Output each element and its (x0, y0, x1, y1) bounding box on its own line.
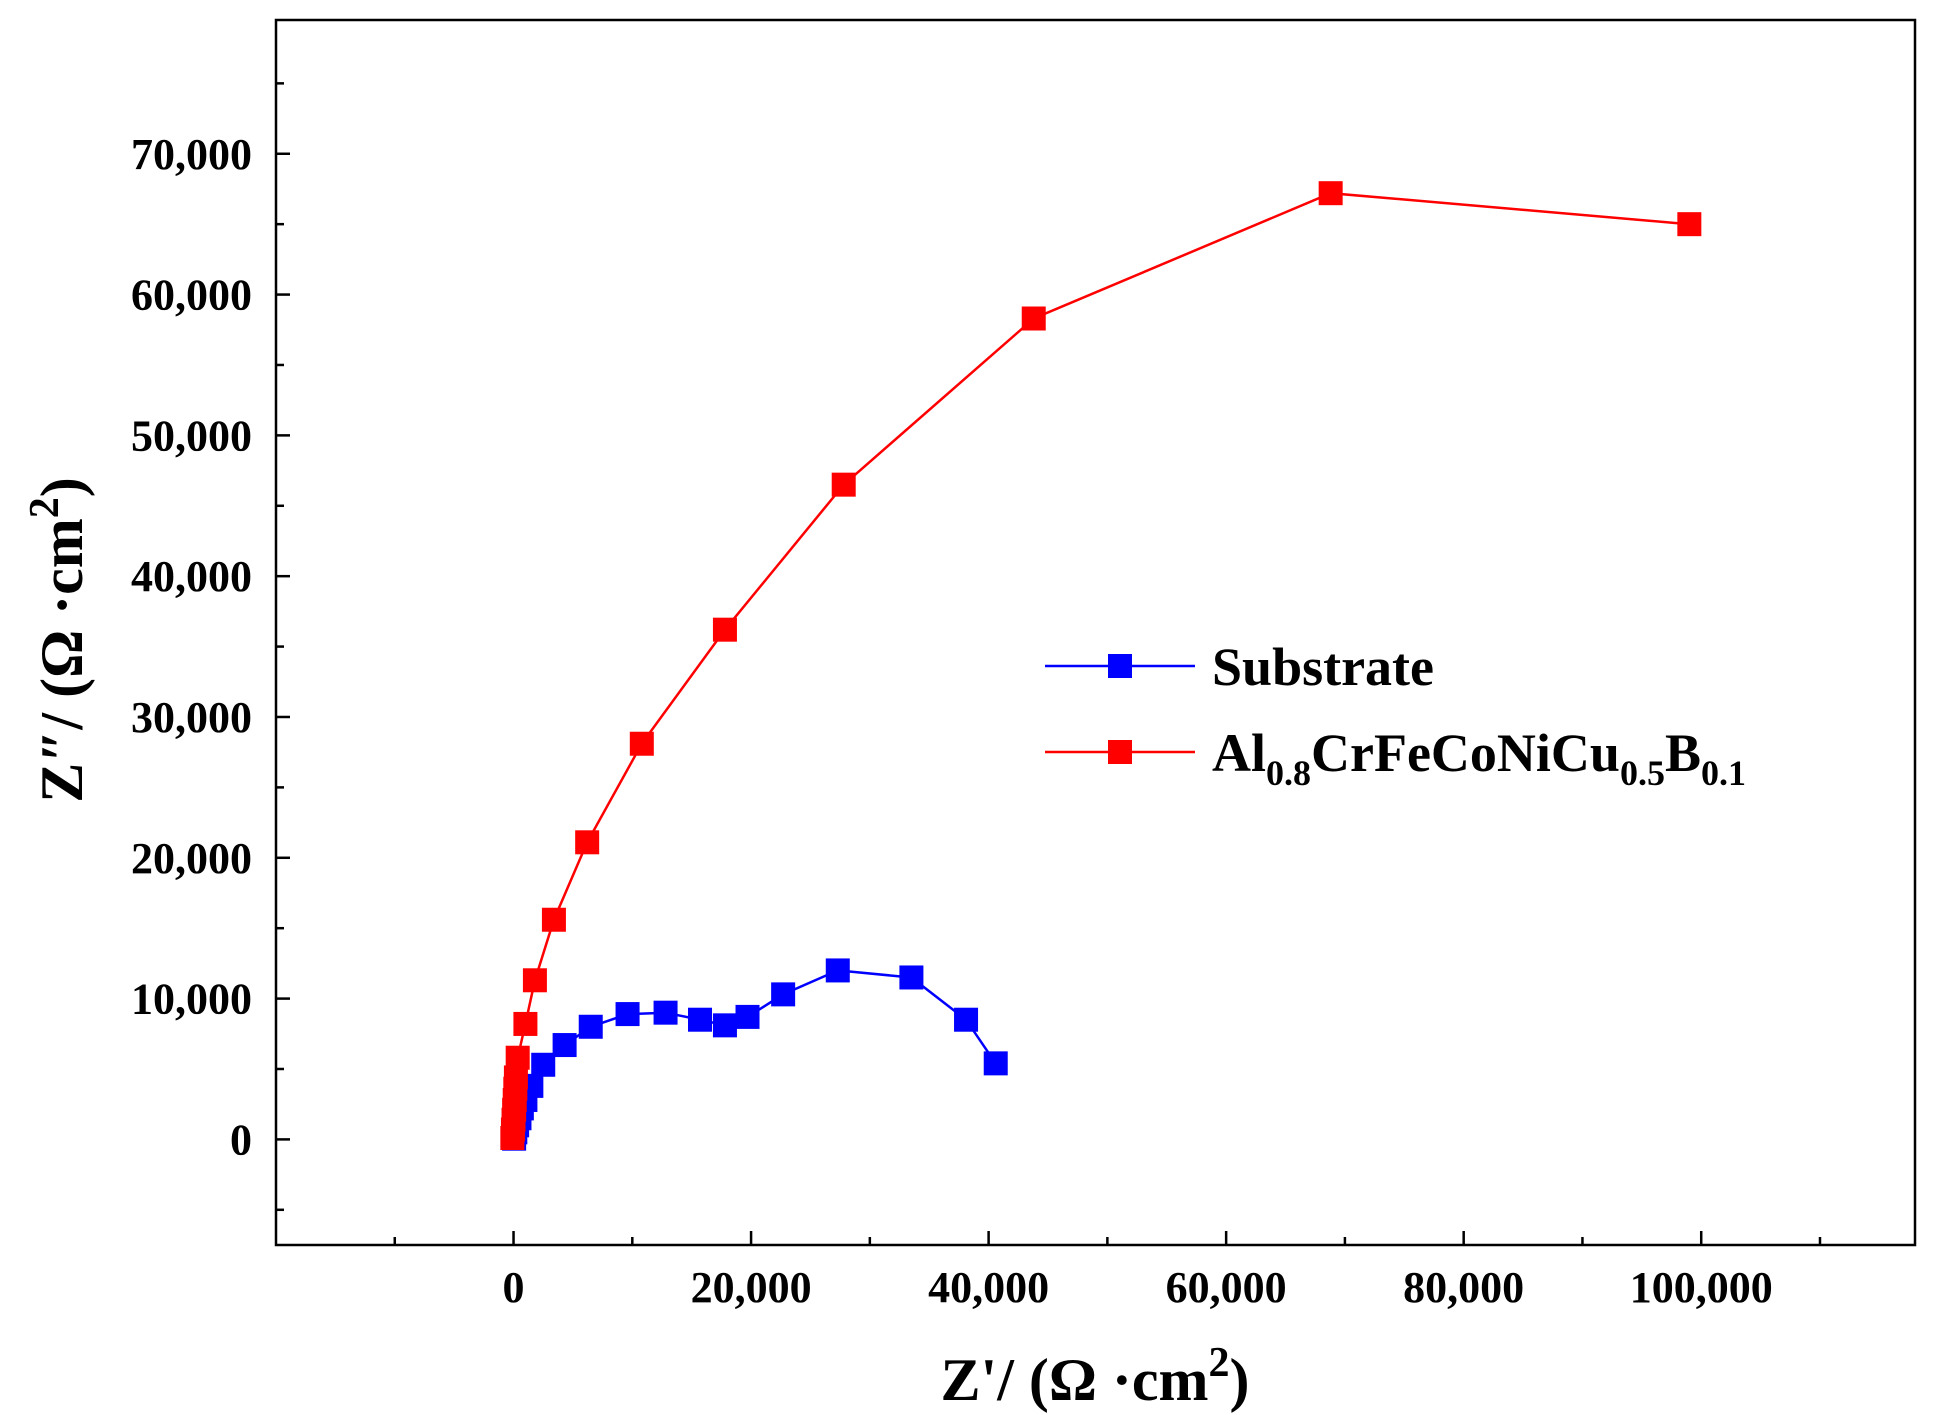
data-point (629, 731, 654, 756)
y-axis-title: Z″/ (Ω ·cm2) (22, 477, 95, 802)
y-tick-labels: 0 10,000 20,000 30,000 40,000 50,000 60,000 70,… (131, 130, 252, 1165)
y-tick-label: 0 (230, 1115, 252, 1164)
legend-label: Substrate (1212, 637, 1434, 697)
data-point (688, 1007, 713, 1032)
data-point (825, 958, 850, 983)
y-tick-label: 40,000 (131, 552, 252, 601)
data-point (735, 1004, 760, 1029)
plot-frame (274, 18, 1917, 1247)
data-point (1021, 306, 1046, 331)
x-tick-label: 20,000 (691, 1263, 812, 1312)
x-tick-label: 60,000 (1166, 1263, 1287, 1312)
x-tick-label: 100,000 (1630, 1263, 1773, 1312)
data-point (653, 1000, 678, 1025)
data-point (575, 830, 600, 855)
series-line (512, 969, 997, 1139)
data-point (505, 1045, 530, 1070)
legend-marker (1108, 654, 1132, 678)
y-tick-label: 30,000 (131, 693, 252, 742)
data-point (578, 1014, 603, 1039)
series-layer (500, 181, 1702, 1151)
y-tick-label: 10,000 (131, 975, 252, 1024)
data-point (771, 982, 796, 1007)
y-tick-label: 50,000 (131, 411, 252, 460)
series-substrate (502, 958, 1008, 1151)
data-point (552, 1033, 577, 1058)
data-point (615, 1002, 640, 1027)
axis-ticks (276, 82, 1822, 1245)
x-axis-title: Z'/ (Ω ·cm2) (941, 1340, 1250, 1413)
legend-label: Al0.8CrFeCoNiCu0.5B0.1 (1212, 723, 1746, 793)
y-tick-label: 70,000 (131, 130, 252, 179)
y-tick-label: 60,000 (131, 271, 252, 320)
y-tick-label: 20,000 (131, 834, 252, 883)
data-point (541, 907, 566, 932)
x-tick-label: 40,000 (928, 1263, 1049, 1312)
data-point (522, 968, 547, 993)
data-point (831, 472, 856, 497)
x-tick-label: 0 (503, 1263, 525, 1312)
x-tick-labels: 0 20,000 40,000 60,000 80,000 100,000 (503, 1263, 1773, 1312)
data-point (1318, 181, 1343, 206)
data-point (954, 1007, 979, 1032)
data-point (513, 1011, 538, 1036)
legend-marker (1108, 740, 1132, 764)
data-point (712, 1013, 737, 1038)
legend-item: Al0.8CrFeCoNiCu0.5B0.1 (1045, 723, 1746, 793)
series-coating (500, 181, 1702, 1150)
data-point (531, 1052, 556, 1077)
data-point (983, 1051, 1008, 1076)
legend-item: Substrate (1045, 637, 1434, 697)
x-tick-label: 80,000 (1403, 1263, 1524, 1312)
legend: Substrate Al0.8CrFeCoNiCu0.5B0.1 (1045, 637, 1746, 793)
data-point (899, 965, 924, 990)
data-point (712, 617, 737, 642)
data-point (1677, 212, 1702, 237)
